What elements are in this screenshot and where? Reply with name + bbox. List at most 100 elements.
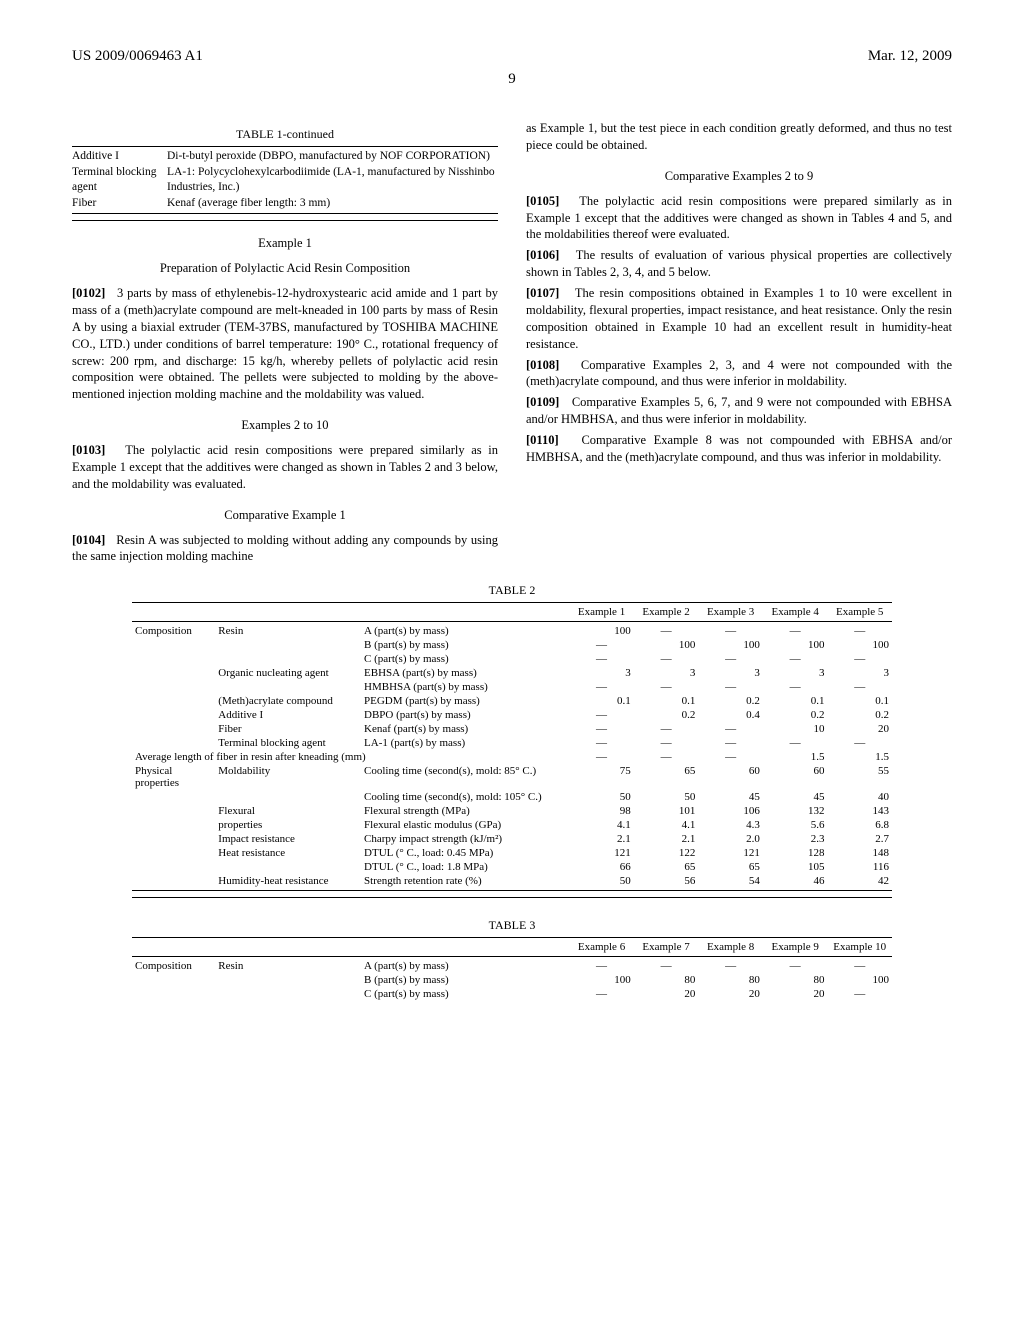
cell-value: 20 bbox=[827, 722, 892, 736]
cell-value: — bbox=[763, 736, 828, 750]
group-label bbox=[132, 638, 215, 652]
cell-value: 121 bbox=[569, 846, 634, 860]
row-label: Additive I bbox=[72, 149, 167, 165]
table-row: C (part(s) by mass)————— bbox=[132, 652, 892, 666]
cell-value: 66 bbox=[569, 860, 634, 874]
table-row: Terminal blocking agentLA-1 (part(s) by … bbox=[132, 736, 892, 750]
cell-value: 4.1 bbox=[569, 818, 634, 832]
table-2: TABLE 2 Example 1Example 2Example 3Examp… bbox=[72, 583, 952, 898]
category-label: Additive I bbox=[215, 708, 361, 722]
cell-value: — bbox=[569, 750, 634, 764]
cell-value: 148 bbox=[827, 846, 892, 860]
group-label bbox=[132, 818, 215, 832]
cell-value: — bbox=[763, 652, 828, 666]
cell-value: 3 bbox=[569, 666, 634, 680]
example-1-title: Example 1 bbox=[72, 235, 498, 252]
cell-value: 100 bbox=[569, 624, 634, 638]
cell-value: 80 bbox=[698, 973, 763, 987]
cell-value: 116 bbox=[827, 860, 892, 874]
column-header: Example 1 bbox=[569, 605, 634, 619]
parameter-label: Strength retention rate (%) bbox=[361, 874, 569, 888]
para-0104: [0104] Resin A was subjected to molding … bbox=[72, 532, 498, 566]
cell-value: 0.2 bbox=[634, 708, 699, 722]
category-label bbox=[215, 973, 361, 987]
cell-value: — bbox=[698, 652, 763, 666]
parameter-label: LA-1 (part(s) by mass) bbox=[361, 736, 569, 750]
comparative-example-1-title: Comparative Example 1 bbox=[72, 507, 498, 524]
cell-value: 42 bbox=[827, 874, 892, 888]
parameter-label: Cooling time (second(s), mold: 85° C.) bbox=[361, 764, 569, 790]
column-header: Example 6 bbox=[569, 940, 634, 954]
left-column: TABLE 1-continued Additive IDi-t-butyl p… bbox=[72, 120, 498, 569]
column-header: Example 8 bbox=[698, 940, 763, 954]
column-header: Example 2 bbox=[634, 605, 699, 619]
cell-value: 65 bbox=[698, 860, 763, 874]
category-label: Humidity-heat resistance bbox=[215, 874, 361, 888]
example-1-subtitle: Preparation of Polylactic Acid Resin Com… bbox=[72, 260, 498, 277]
table-row: propertiesFlexural elastic modulus (GPa)… bbox=[132, 818, 892, 832]
column-header: Example 10 bbox=[827, 940, 892, 954]
parameter-label: C (part(s) by mass) bbox=[361, 652, 569, 666]
parameter-label: DTUL (° C., load: 0.45 MPa) bbox=[361, 846, 569, 860]
group-label: Physical properties bbox=[132, 764, 215, 790]
cell-value: — bbox=[569, 959, 634, 973]
cell-value: 40 bbox=[827, 790, 892, 804]
cell-value: — bbox=[569, 652, 634, 666]
cell-value: 121 bbox=[698, 846, 763, 860]
cell-value: 65 bbox=[634, 764, 699, 790]
table-row: C (part(s) by mass)—202020— bbox=[132, 987, 892, 1001]
category-label bbox=[215, 680, 361, 694]
category-label: Flexural bbox=[215, 804, 361, 818]
cell-value: 75 bbox=[569, 764, 634, 790]
cell-value: 60 bbox=[763, 764, 828, 790]
cell-value: 55 bbox=[827, 764, 892, 790]
cell-value: — bbox=[827, 987, 892, 1001]
table-header-row: Example 1Example 2Example 3Example 4Exam… bbox=[132, 605, 892, 619]
parameter-label: A (part(s) by mass) bbox=[361, 959, 569, 973]
cell-value: — bbox=[634, 624, 699, 638]
cell-value: 54 bbox=[698, 874, 763, 888]
parameter-label: Flexural strength (MPa) bbox=[361, 804, 569, 818]
para-0108: [0108] Comparative Examples 2, 3, and 4 … bbox=[526, 357, 952, 391]
cell-value: 0.2 bbox=[827, 708, 892, 722]
table-row: CompositionResinA (part(s) by mass)100——… bbox=[132, 624, 892, 638]
row-label: Fiber bbox=[72, 196, 167, 212]
column-header: Example 4 bbox=[763, 605, 828, 619]
cell-value: 5.6 bbox=[763, 818, 828, 832]
para-0106: [0106] The results of evaluation of vari… bbox=[526, 247, 952, 281]
group-label bbox=[132, 680, 215, 694]
group-label bbox=[132, 874, 215, 888]
table-header-row: Example 6Example 7Example 8Example 9Exam… bbox=[132, 940, 892, 954]
column-header: Example 7 bbox=[634, 940, 699, 954]
cell-value: — bbox=[634, 750, 699, 764]
parameter-label: DTUL (° C., load: 1.8 MPa) bbox=[361, 860, 569, 874]
cell-value: — bbox=[634, 722, 699, 736]
para-0110: [0110] Comparative Example 8 was not com… bbox=[526, 432, 952, 466]
cell-value: 122 bbox=[634, 846, 699, 860]
cell-value: — bbox=[763, 624, 828, 638]
page-number: 9 bbox=[72, 71, 952, 88]
cell-value: 0.1 bbox=[827, 694, 892, 708]
group-label bbox=[132, 832, 215, 846]
cell-value: 80 bbox=[763, 973, 828, 987]
column-header: Example 3 bbox=[698, 605, 763, 619]
column-header: Example 9 bbox=[763, 940, 828, 954]
cell-value: 50 bbox=[569, 790, 634, 804]
cell-value: 0.1 bbox=[634, 694, 699, 708]
cell-value: — bbox=[698, 959, 763, 973]
cell-value: 0.2 bbox=[698, 694, 763, 708]
cell-value: 56 bbox=[634, 874, 699, 888]
group-label bbox=[132, 987, 215, 1001]
para-0105: [0105] The polylactic acid resin composi… bbox=[526, 193, 952, 244]
cell-value: 0.1 bbox=[569, 694, 634, 708]
table-row: FiberKenaf (part(s) by mass)———1020 bbox=[132, 722, 892, 736]
row-value: Kenaf (average fiber length: 3 mm) bbox=[167, 196, 498, 212]
cell-value: 3 bbox=[827, 666, 892, 680]
cell-value: 50 bbox=[569, 874, 634, 888]
table-3: TABLE 3 Example 6Example 7Example 8Examp… bbox=[72, 918, 952, 1001]
cell-value: 50 bbox=[634, 790, 699, 804]
cell-value: 0.4 bbox=[698, 708, 763, 722]
parameter-label: Cooling time (second(s), mold: 105° C.) bbox=[361, 790, 569, 804]
table-row: Humidity-heat resistanceStrength retenti… bbox=[132, 874, 892, 888]
table-row: FlexuralFlexural strength (MPa)981011061… bbox=[132, 804, 892, 818]
